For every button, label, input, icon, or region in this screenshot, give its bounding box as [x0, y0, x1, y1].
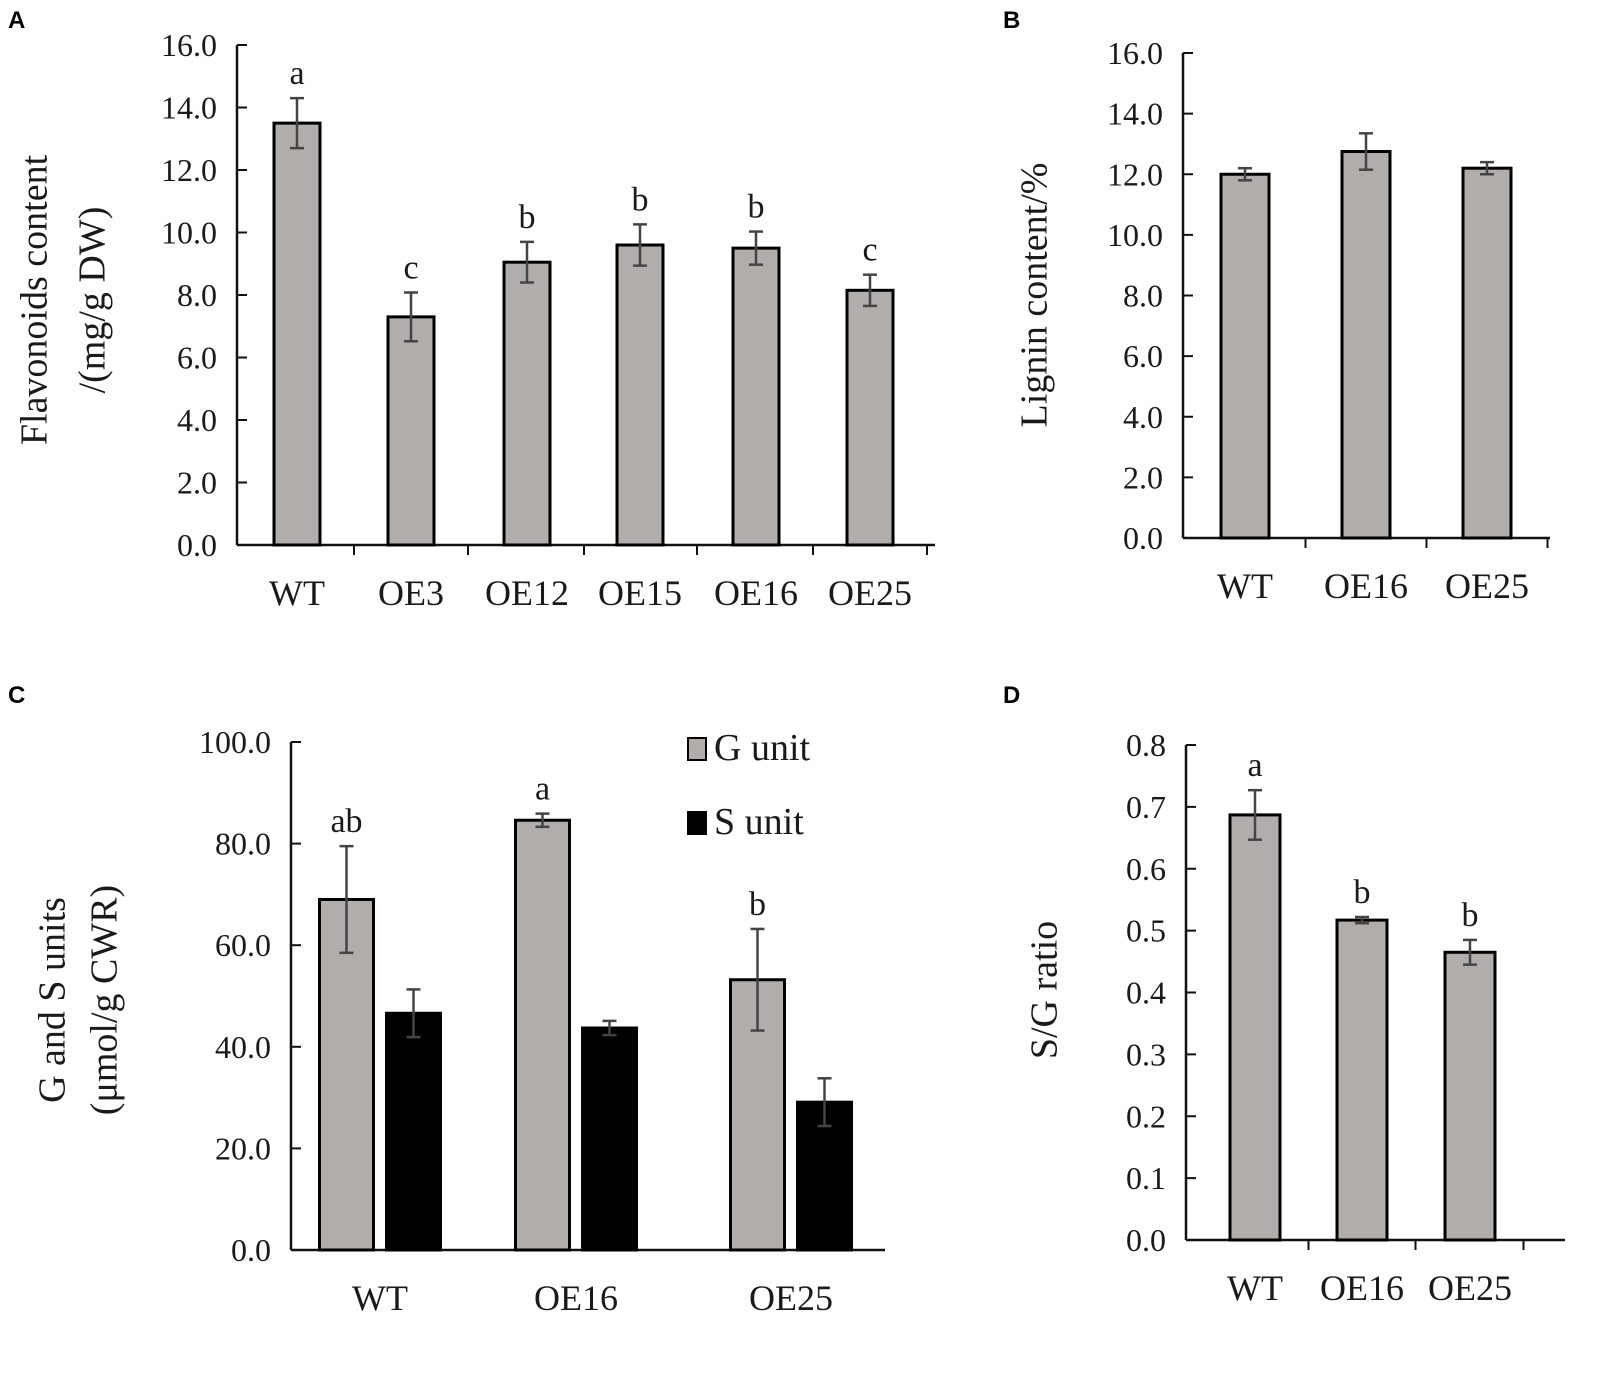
y-tick-label: 14.0 [161, 90, 217, 126]
x-tick-label: OE25 [828, 573, 912, 613]
y-tick-label: 100.0 [199, 724, 271, 760]
x-tick-label: WT [269, 573, 325, 613]
bar-s-g-ratio [1443, 950, 1497, 1242]
bar-flavonoids [502, 260, 552, 547]
y-tick-label: 6.0 [177, 340, 217, 376]
y-axis-title: (μmol/g CWR) [84, 885, 126, 1115]
significance-label: a [289, 55, 304, 92]
significance-label: a [1247, 747, 1262, 784]
bar-lignin [1461, 166, 1513, 540]
panel-label: A [8, 7, 25, 34]
x-tick-label: OE15 [598, 573, 682, 613]
bar-s-unit [581, 1026, 638, 1252]
x-tick-label: OE3 [378, 573, 444, 613]
x-tick-label: OE16 [1320, 1268, 1404, 1308]
bar-g-unit [514, 818, 571, 1252]
y-tick-label: 0.2 [1126, 1098, 1166, 1134]
y-tick-label: 20.0 [215, 1130, 271, 1166]
bar-flavonoids [731, 246, 781, 547]
y-tick-label: 0.4 [1126, 975, 1166, 1011]
y-axis-title: S/G ratio [1024, 921, 1066, 1059]
y-tick-label: 0.3 [1126, 1036, 1166, 1072]
legend-swatch [687, 737, 707, 761]
significance-label: c [403, 250, 418, 287]
x-tick-label: OE25 [749, 1278, 833, 1318]
y-axis-title: Lignin content/% [1014, 163, 1056, 428]
bar-flavonoids [845, 288, 895, 547]
y-tick-label: 14.0 [1107, 96, 1163, 132]
y-axis-title: G and S units [32, 897, 74, 1103]
y-tick-label: 2.0 [177, 465, 217, 501]
y-tick-label: 2.0 [1123, 459, 1163, 495]
bar-lignin [1340, 150, 1392, 540]
bar-flavonoids [386, 315, 436, 547]
y-tick-label: 16.0 [1107, 35, 1163, 71]
panel-label: D [1003, 682, 1020, 709]
x-tick-label: OE16 [1324, 566, 1408, 606]
x-tick-label: WT [1227, 1268, 1283, 1308]
x-tick-label: OE12 [485, 573, 569, 613]
bar-g-unit [318, 897, 375, 1252]
y-tick-label: 0.0 [1123, 520, 1163, 556]
y-tick-label: 0.0 [177, 527, 217, 563]
y-tick-label: 0.0 [231, 1232, 271, 1268]
significance-label: b [1462, 897, 1479, 934]
y-tick-label: 16.0 [161, 27, 217, 63]
x-tick-label: WT [352, 1278, 408, 1318]
x-tick-label: WT [1217, 566, 1273, 606]
y-tick-label: 4.0 [177, 402, 217, 438]
y-tick-label: 10.0 [161, 215, 217, 251]
y-tick-label: 10.0 [1107, 217, 1163, 253]
y-tick-label: 60.0 [215, 927, 271, 963]
y-tick-label: 8.0 [1123, 278, 1163, 314]
y-tick-label: 80.0 [215, 826, 271, 862]
panel-d: D 0.0 0.1 0.2 0.3 0.4 0.5 0.6 0.7 0.8 S/G ratio WT O… [1003, 682, 1565, 1308]
y-axis-title: /(mg/g DW) [72, 207, 114, 394]
y-tick-label: 4.0 [1123, 399, 1163, 435]
significance-label: b [632, 181, 649, 218]
panel-label: C [8, 682, 25, 709]
bar-s-unit [385, 1011, 442, 1252]
bar-s-g-ratio [1335, 918, 1389, 1242]
bar-lignin [1219, 172, 1271, 540]
significance-label: b [519, 199, 536, 236]
y-tick-label: 40.0 [215, 1029, 271, 1065]
y-tick-label: 0.8 [1126, 727, 1166, 763]
y-tick-label: 12.0 [1107, 156, 1163, 192]
y-axis-title: Flavonoids content [14, 154, 56, 445]
significance-label: b [749, 886, 766, 923]
bar-s-g-ratio [1228, 813, 1282, 1242]
panel-a: A 0.0 2.0 4.0 6.0 8.0 10.0 12.0 14.0 16.0 Flavonoi… [8, 7, 935, 613]
y-tick-label: 0.7 [1126, 789, 1166, 825]
x-tick-label: OE16 [534, 1278, 618, 1318]
y-tick-label: 0.0 [1126, 1222, 1166, 1258]
legend-swatch [687, 811, 707, 835]
x-tick-label: OE16 [714, 573, 798, 613]
significance-label: b [748, 189, 765, 226]
significance-label: c [862, 232, 877, 269]
x-tick-label: OE25 [1428, 1268, 1512, 1308]
significance-label: b [1354, 874, 1371, 911]
y-tick-label: 6.0 [1123, 338, 1163, 374]
panel-label: B [1003, 7, 1020, 34]
bar-flavonoids [615, 243, 665, 547]
y-tick-label: 0.1 [1126, 1160, 1166, 1196]
panel-b: B 0.0 2.0 4.0 6.0 8.0 10.0 12.0 14.0 16.0 Lignin c… [1003, 7, 1550, 606]
y-tick-label: 8.0 [177, 277, 217, 313]
legend-label: S unit [714, 801, 804, 843]
y-tick-label: 0.6 [1126, 851, 1166, 887]
legend-label: G unit [714, 727, 811, 769]
panel-c: C 0.0 20.0 40.0 60.0 80.0 100.0 G and S units (μ… [8, 682, 885, 1318]
y-tick-label: 0.5 [1126, 913, 1166, 949]
bar-flavonoids [272, 121, 322, 547]
y-tick-label: 12.0 [161, 152, 217, 188]
significance-label: a [535, 771, 550, 808]
significance-label: ab [330, 803, 362, 840]
x-tick-label: OE25 [1445, 566, 1529, 606]
